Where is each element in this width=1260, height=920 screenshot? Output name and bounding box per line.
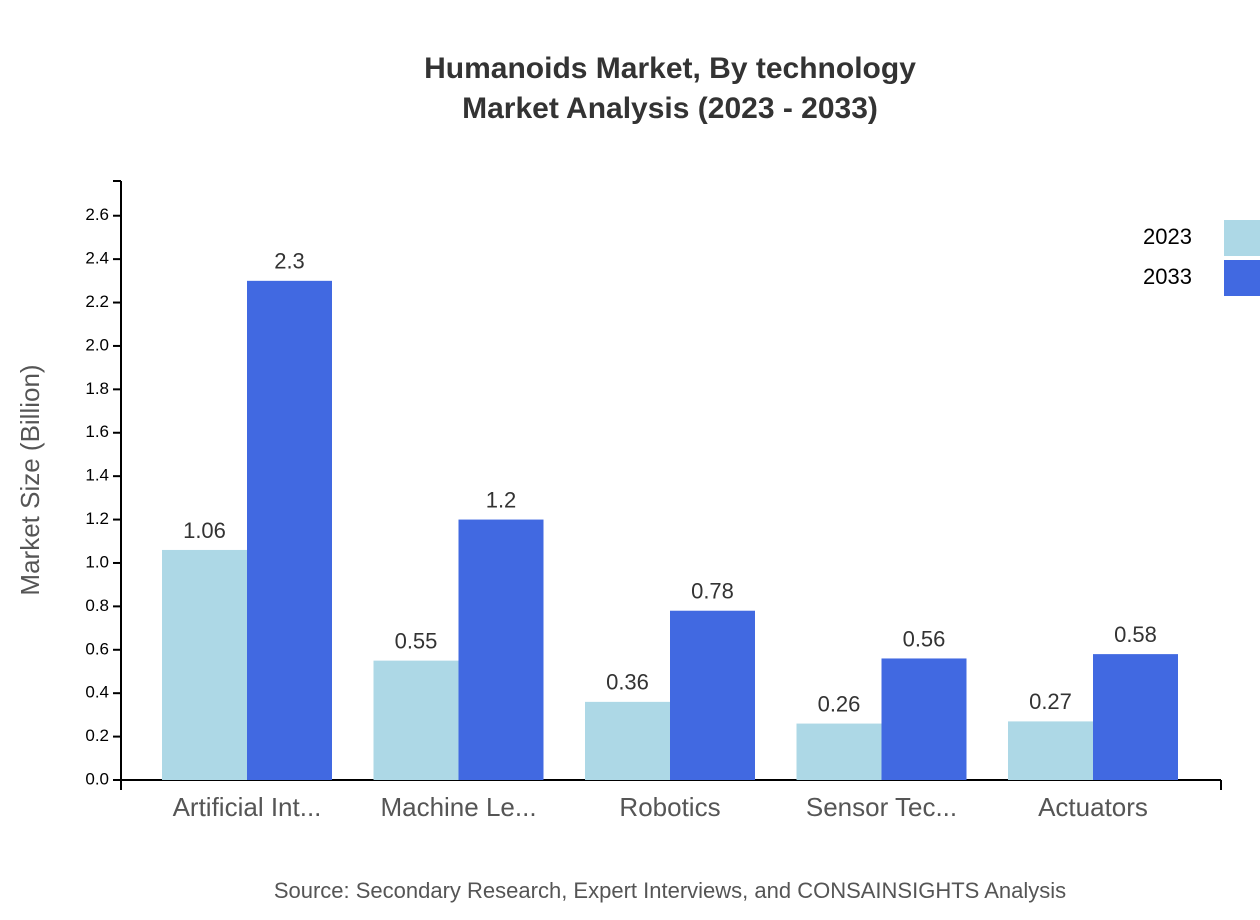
bar <box>162 549 247 780</box>
legend-swatch <box>1224 260 1260 296</box>
y-tick-label: 0.8 <box>85 596 109 615</box>
y-tick-label: 1.4 <box>85 466 109 485</box>
bar <box>670 610 755 780</box>
value-label: 0.78 <box>691 579 734 604</box>
y-tick-label: 2.2 <box>85 292 109 311</box>
value-label: 0.36 <box>606 670 649 695</box>
source-note: Source: Secondary Research, Expert Inter… <box>274 878 1066 903</box>
y-tick-label: 1.6 <box>85 422 109 441</box>
chart-title: Humanoids Market, By technology <box>424 52 916 85</box>
y-tick-label: 2.6 <box>85 205 109 224</box>
bar <box>458 519 544 780</box>
chart-subtitle: Market Analysis (2023 - 2033) <box>462 92 878 125</box>
legend-label: 2033 <box>1143 264 1192 289</box>
value-label: 0.55 <box>395 628 438 653</box>
bar <box>585 701 670 780</box>
bar <box>1093 654 1178 780</box>
value-label: 0.27 <box>1029 689 1072 714</box>
x-tick-label: Robotics <box>619 792 720 822</box>
y-tick-label: 2.0 <box>85 335 109 354</box>
bar <box>881 658 967 780</box>
value-label: 0.26 <box>818 691 861 716</box>
y-tick-label: 0.4 <box>85 683 109 702</box>
y-tick-label: 1.0 <box>85 552 109 571</box>
y-tick-label: 0.6 <box>85 639 109 658</box>
bar <box>796 723 882 780</box>
legend-label: 2023 <box>1143 224 1192 249</box>
value-label: 0.56 <box>903 626 946 651</box>
x-tick-label: Machine Le... <box>380 792 536 822</box>
value-label: 0.58 <box>1114 622 1157 647</box>
bar <box>373 660 459 780</box>
y-tick-label: 0.2 <box>85 726 109 745</box>
y-tick-label: 1.8 <box>85 379 109 398</box>
x-tick-label: Sensor Tec... <box>806 792 957 822</box>
value-label: 2.3 <box>274 249 305 274</box>
y-tick-label: 2.4 <box>85 249 109 268</box>
value-label: 1.2 <box>486 487 517 512</box>
bar <box>247 280 332 780</box>
y-axis-label: Market Size (Billion) <box>15 364 45 595</box>
y-tick-label: 0.0 <box>85 769 109 788</box>
x-tick-label: Artificial Int... <box>173 792 322 822</box>
legend-swatch <box>1224 220 1260 256</box>
x-tick-label: Actuators <box>1038 792 1148 822</box>
bar <box>1008 721 1093 780</box>
value-label: 1.06 <box>183 518 226 543</box>
y-tick-label: 1.2 <box>85 509 109 528</box>
